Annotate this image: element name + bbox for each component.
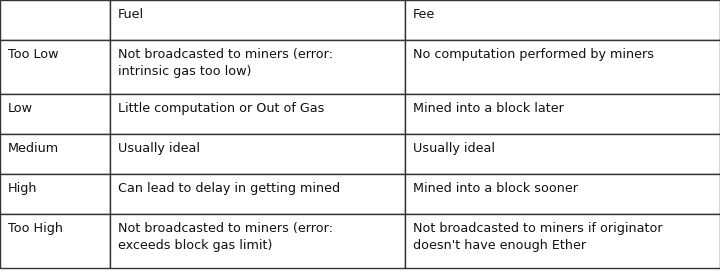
Text: Low: Low bbox=[8, 102, 33, 115]
Text: Too Low: Too Low bbox=[8, 48, 58, 61]
Bar bbox=[110, 174, 405, 214]
Bar bbox=[405, 0, 720, 40]
Bar bbox=[110, 214, 405, 268]
Bar bbox=[0, 40, 110, 94]
Bar bbox=[0, 174, 110, 214]
Bar bbox=[405, 134, 720, 174]
Text: Not broadcasted to miners (error:
intrinsic gas too low): Not broadcasted to miners (error: intrin… bbox=[118, 48, 333, 78]
Bar bbox=[110, 40, 405, 94]
Bar bbox=[110, 94, 405, 134]
Text: High: High bbox=[8, 182, 37, 195]
Text: Too High: Too High bbox=[8, 222, 63, 235]
Text: Can lead to delay in getting mined: Can lead to delay in getting mined bbox=[118, 182, 340, 195]
Bar bbox=[0, 0, 110, 40]
Text: Fee: Fee bbox=[413, 8, 436, 21]
Text: Fuel: Fuel bbox=[118, 8, 144, 21]
Bar bbox=[405, 214, 720, 268]
Bar bbox=[110, 0, 405, 40]
Text: Not broadcasted to miners if originator
doesn't have enough Ether: Not broadcasted to miners if originator … bbox=[413, 222, 662, 253]
Bar bbox=[0, 214, 110, 268]
Bar bbox=[405, 174, 720, 214]
Bar bbox=[110, 134, 405, 174]
Text: Mined into a block sooner: Mined into a block sooner bbox=[413, 182, 578, 195]
Text: Usually ideal: Usually ideal bbox=[413, 142, 495, 155]
Text: Usually ideal: Usually ideal bbox=[118, 142, 200, 155]
Text: Mined into a block later: Mined into a block later bbox=[413, 102, 564, 115]
Bar bbox=[0, 94, 110, 134]
Bar bbox=[405, 94, 720, 134]
Text: Medium: Medium bbox=[8, 142, 59, 155]
Bar bbox=[405, 40, 720, 94]
Text: No computation performed by miners: No computation performed by miners bbox=[413, 48, 654, 61]
Text: Not broadcasted to miners (error:
exceeds block gas limit): Not broadcasted to miners (error: exceed… bbox=[118, 222, 333, 253]
Text: Little computation or Out of Gas: Little computation or Out of Gas bbox=[118, 102, 325, 115]
Bar bbox=[0, 134, 110, 174]
